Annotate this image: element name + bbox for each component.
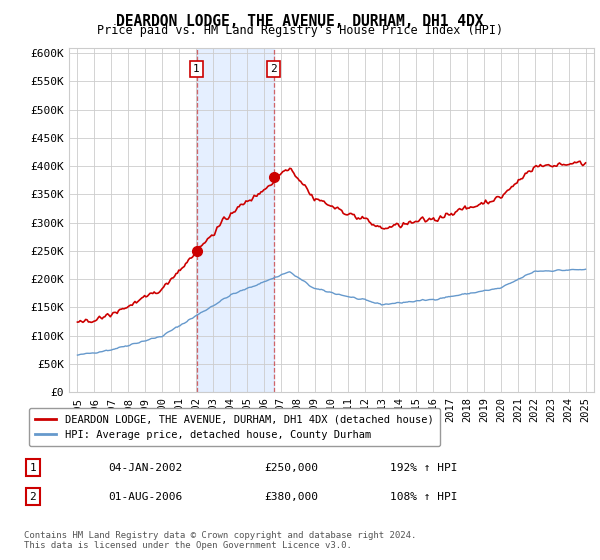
Text: Price paid vs. HM Land Registry's House Price Index (HPI): Price paid vs. HM Land Registry's House … <box>97 24 503 36</box>
Text: £250,000: £250,000 <box>264 463 318 473</box>
Text: 2: 2 <box>270 64 277 74</box>
Text: DEARDON LODGE, THE AVENUE, DURHAM, DH1 4DX: DEARDON LODGE, THE AVENUE, DURHAM, DH1 4… <box>116 14 484 29</box>
Text: £380,000: £380,000 <box>264 492 318 502</box>
Text: 1: 1 <box>193 64 200 74</box>
Text: 01-AUG-2006: 01-AUG-2006 <box>108 492 182 502</box>
Text: 2: 2 <box>29 492 37 502</box>
Text: 1: 1 <box>29 463 37 473</box>
Legend: DEARDON LODGE, THE AVENUE, DURHAM, DH1 4DX (detached house), HPI: Average price,: DEARDON LODGE, THE AVENUE, DURHAM, DH1 4… <box>29 408 440 446</box>
Bar <box>197 48 274 392</box>
Text: Contains HM Land Registry data © Crown copyright and database right 2024.
This d: Contains HM Land Registry data © Crown c… <box>24 531 416 550</box>
Text: 04-JAN-2002: 04-JAN-2002 <box>108 463 182 473</box>
Text: 108% ↑ HPI: 108% ↑ HPI <box>390 492 458 502</box>
Text: 192% ↑ HPI: 192% ↑ HPI <box>390 463 458 473</box>
